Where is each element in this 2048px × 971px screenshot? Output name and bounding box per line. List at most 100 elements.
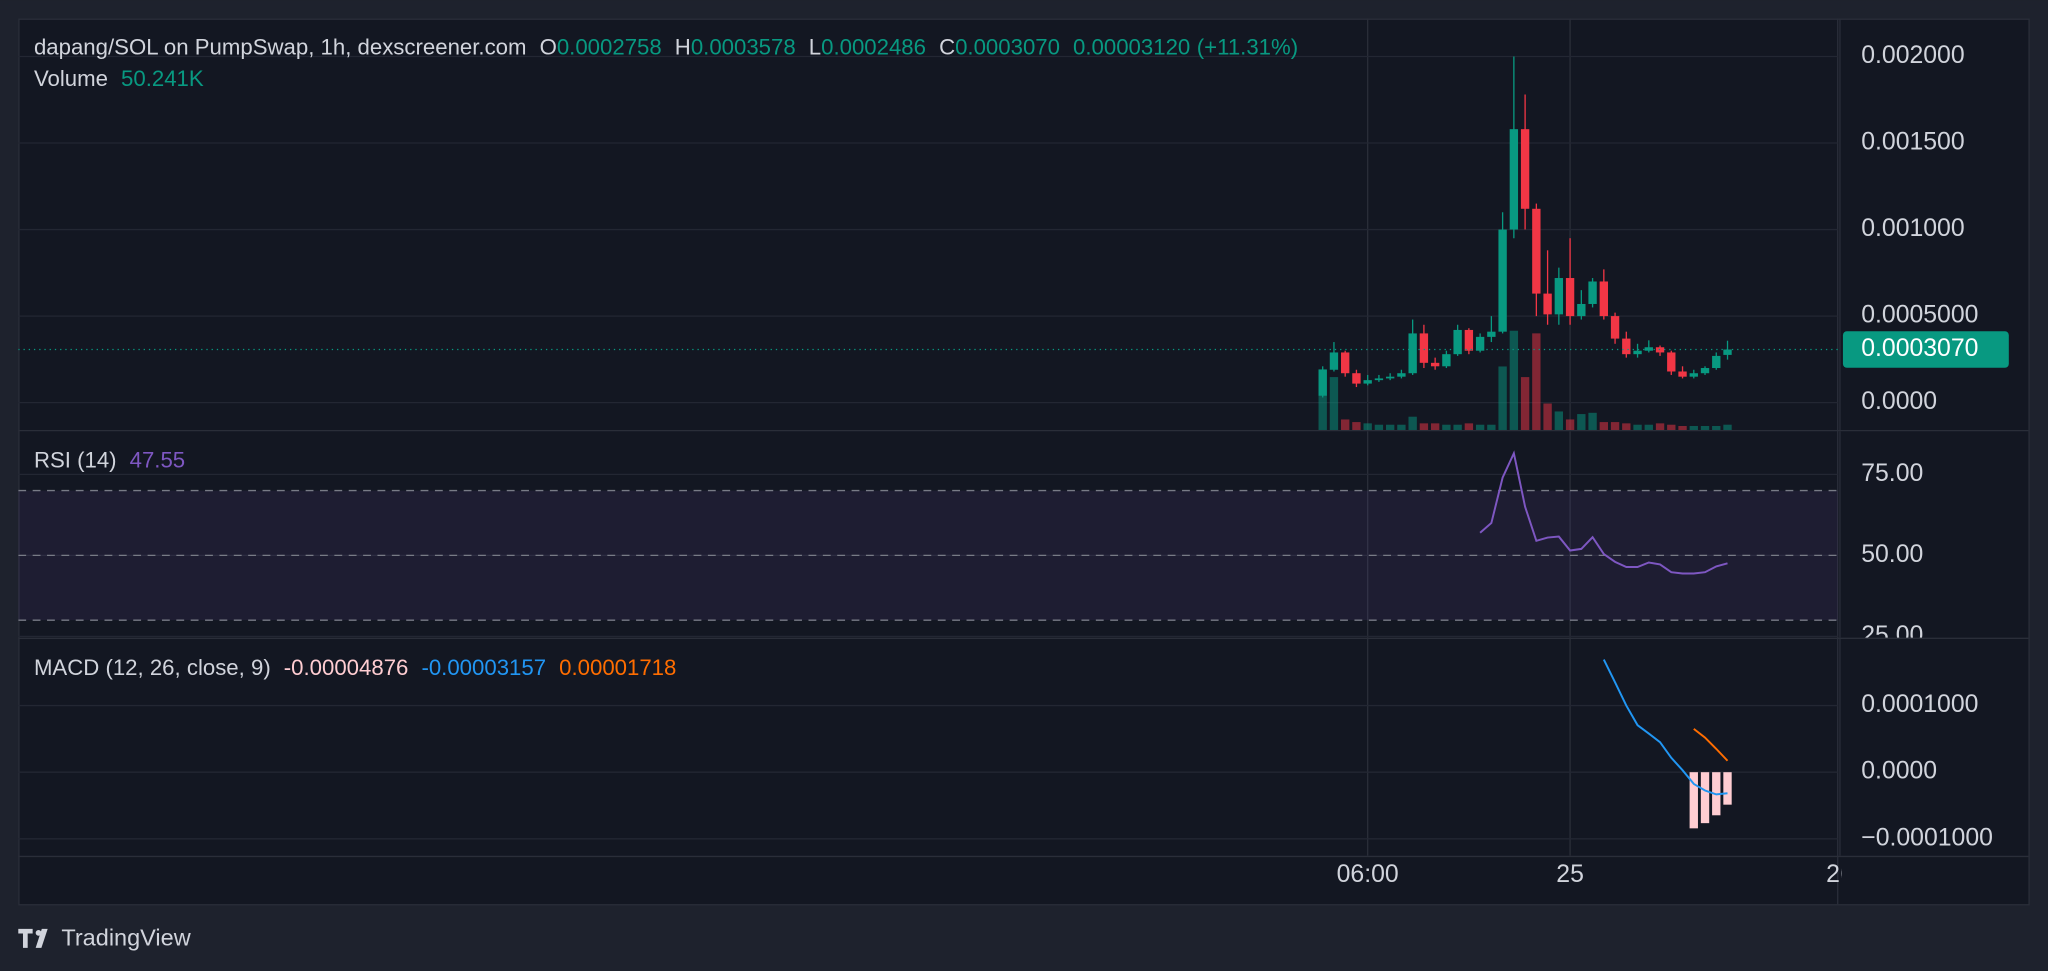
volume-bar — [1678, 425, 1687, 430]
rsi-pane: 75.00 50.00 25.00 — [18, 431, 1923, 649]
volume-bar — [1374, 424, 1384, 430]
candle-body — [1341, 352, 1350, 374]
volume-bar — [1408, 416, 1417, 430]
y-tick-label: 25.00 — [1861, 622, 1923, 649]
volume-bar — [1397, 424, 1406, 430]
price-pane: 0.002000 0.001500 0.001000 0.0005000 0.0000 0… — [18, 18, 2009, 430]
legend-text: Volume — [34, 66, 108, 91]
legend-text: H — [675, 34, 691, 59]
legend-text: 50.241K — [121, 66, 204, 91]
legend-text: L — [809, 34, 821, 59]
legend-text: MACD (12, 26, close, 9) — [34, 655, 271, 680]
candle-body — [1610, 316, 1620, 339]
histogram-bar — [1723, 772, 1732, 805]
legend-text: O — [540, 34, 557, 59]
legend-text: 0.0002758 — [557, 34, 662, 59]
candle-body — [1588, 281, 1597, 304]
y-tick-label: 0.002000 — [1861, 42, 1964, 69]
candle-body — [1599, 281, 1608, 317]
legend-text: 0.0003578 — [691, 34, 796, 59]
legend-text: 0.00003120 — [1073, 34, 1190, 59]
candle-body — [1498, 229, 1507, 332]
legend-text: -0.00004876 — [284, 655, 409, 680]
candle-body — [1430, 362, 1440, 367]
legend-text: -0.00003157 — [421, 655, 546, 680]
candle-body — [1363, 380, 1372, 384]
candle-body — [1442, 354, 1451, 367]
volume-bar — [1509, 330, 1519, 430]
volume-bar — [1667, 424, 1676, 430]
volume-bar — [1610, 422, 1620, 430]
x-tick-label: 25 — [1556, 861, 1584, 888]
candle-body — [1453, 329, 1462, 355]
brand-logo — [18, 928, 48, 948]
candle-body — [1532, 208, 1541, 294]
legends: dapang/SOL on PumpSwap, 1h, dexscreener.… — [34, 34, 1298, 679]
candle-body — [1374, 378, 1384, 381]
volume-bar — [1430, 423, 1440, 430]
volume-bar — [1622, 423, 1631, 430]
chart-frame — [18, 18, 2030, 906]
volume-bar — [1588, 412, 1597, 430]
candle-body — [1678, 371, 1687, 377]
candle-body — [1577, 303, 1586, 317]
volume-bar — [1565, 419, 1575, 430]
volume-bar — [1442, 424, 1451, 430]
series-line — [1693, 728, 1729, 762]
candle-body — [1622, 338, 1631, 355]
candle-body — [1633, 350, 1642, 355]
volume-bar — [1644, 424, 1653, 430]
volume-bar — [1341, 419, 1350, 430]
volume-bar — [1689, 425, 1698, 430]
legend: MACD (12, 26, close, 9) -0.00004876 -0.000… — [34, 655, 676, 680]
candle-body — [1712, 355, 1721, 369]
series-line — [1479, 450, 1728, 575]
legend-text: C — [939, 34, 955, 59]
candle-body — [1723, 349, 1732, 355]
candle-body — [1689, 373, 1698, 377]
volume-bar — [1487, 424, 1496, 430]
time-axis: 06:00 25 26 — [1337, 861, 1842, 888]
volume-bar — [1700, 425, 1710, 430]
candle-body — [1667, 352, 1676, 372]
last-price-tag — [1842, 331, 2009, 368]
y-tick-label: 75.00 — [1861, 460, 1923, 487]
volume-bar — [1352, 422, 1361, 430]
y-tick-label: 0.0001000 — [1861, 691, 1978, 718]
candle-body — [1700, 368, 1710, 374]
volume-bar — [1385, 424, 1395, 430]
candle-body — [1543, 293, 1552, 315]
volume-bar — [1419, 423, 1429, 430]
volume-bar — [1498, 366, 1507, 430]
y-tick-label: −0.0001000 — [1861, 824, 1993, 851]
candle-body — [1520, 129, 1530, 209]
volume-bar — [1318, 369, 1327, 430]
volume-bar — [1577, 414, 1586, 430]
legend: RSI (14) 47.55 — [34, 447, 185, 472]
legend-text: (+11.31%) — [1197, 34, 1298, 59]
macd-pane: 0.0001000 0.0000 −0.0001000 — [18, 638, 1993, 856]
volume-bar — [1633, 424, 1642, 430]
legend-text: 47.55 — [130, 447, 186, 472]
x-tick-label: 06:00 — [1337, 861, 1399, 888]
series-line — [1602, 659, 1728, 796]
histogram-bar — [1700, 772, 1710, 824]
last-price-label: 0.0003070 — [1861, 335, 1978, 362]
y-tick-label: 0.0000 — [1861, 388, 1937, 415]
volume-bar — [1363, 423, 1372, 430]
candle-body — [1329, 352, 1339, 370]
volume-bar — [1475, 424, 1485, 430]
volume-bar — [1655, 423, 1665, 430]
candle-body — [1464, 329, 1474, 351]
volume-bar — [1723, 424, 1732, 430]
candle-body — [1475, 336, 1485, 351]
volume-bar — [1712, 425, 1721, 430]
candle-body — [1509, 129, 1519, 230]
candle-body — [1565, 278, 1575, 317]
volume-bar — [1453, 424, 1462, 430]
volume-bar — [1554, 411, 1564, 430]
candle-body — [1385, 376, 1395, 379]
candle-body — [1352, 373, 1361, 384]
